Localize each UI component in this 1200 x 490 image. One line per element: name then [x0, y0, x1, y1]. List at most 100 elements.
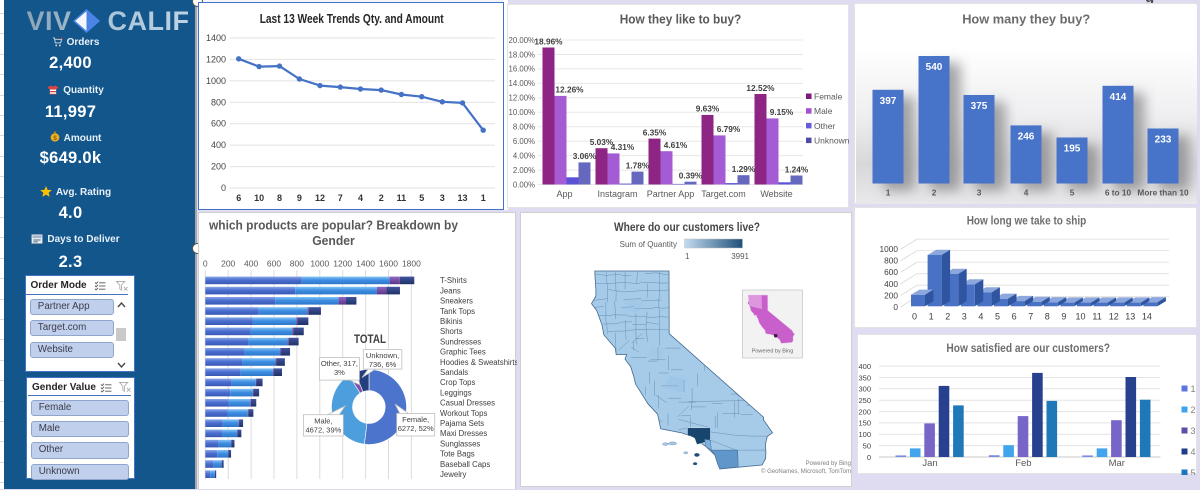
svg-text:© GeoNames, Microsoft, TomTom: © GeoNames, Microsoft, TomTom	[761, 468, 851, 475]
svg-text:How satisfied are our customer: How satisfied are our customers?	[946, 343, 1110, 355]
svg-text:1: 1	[1190, 384, 1195, 394]
svg-text:How they like to buy?: How they like to buy?	[620, 12, 742, 26]
svg-text:4672, 39%: 4672, 39%	[305, 425, 341, 434]
svg-text:10: 10	[1075, 311, 1085, 321]
svg-text:Casual Dresses: Casual Dresses	[440, 399, 495, 408]
svg-text:Website: Website	[760, 189, 792, 199]
svg-text:1000: 1000	[879, 244, 898, 254]
svg-text:2: 2	[378, 193, 383, 203]
svg-text:Workout Tops: Workout Tops	[440, 409, 487, 418]
svg-text:3: 3	[1190, 426, 1195, 436]
svg-text:8.00%: 8.00%	[513, 122, 535, 131]
svg-text:14.00%: 14.00%	[509, 79, 536, 88]
svg-text:246: 246	[1017, 131, 1034, 142]
svg-text:7: 7	[1028, 311, 1033, 321]
svg-text:11: 11	[1092, 311, 1101, 321]
svg-text:4.61%: 4.61%	[664, 140, 688, 150]
svg-text:4: 4	[1023, 188, 1028, 198]
svg-text:200: 200	[884, 290, 898, 300]
svg-text:Sandals: Sandals	[440, 368, 468, 377]
svg-text:12.26%: 12.26%	[555, 84, 584, 94]
svg-text:How many they buy?: How many they buy?	[962, 12, 1090, 27]
svg-text:Unknown: Unknown	[814, 135, 850, 145]
svg-text:12: 12	[1108, 311, 1118, 321]
svg-text:10.00%: 10.00%	[509, 108, 536, 117]
svg-text:Tote Bags: Tote Bags	[440, 450, 475, 459]
svg-text:16.00%: 16.00%	[509, 64, 536, 73]
svg-text:12: 12	[314, 193, 324, 203]
svg-text:Instagram: Instagram	[597, 189, 637, 199]
svg-text:1.29%: 1.29%	[732, 164, 756, 174]
svg-text:Jan: Jan	[922, 458, 937, 469]
svg-text:Jeans: Jeans	[440, 286, 461, 295]
svg-text:Male: Male	[814, 106, 833, 116]
svg-text:Bikinis: Bikinis	[440, 317, 463, 326]
svg-text:0: 0	[893, 301, 898, 311]
svg-text:400: 400	[244, 259, 258, 269]
svg-text:7: 7	[337, 193, 342, 203]
svg-text:Last 13 Week Trends Qty. and A: Last 13 Week Trends Qty. and Amount	[259, 11, 444, 26]
svg-text:More than 10: More than 10	[1137, 188, 1189, 198]
svg-text:Sum of Quantity: Sum of Quantity	[619, 240, 676, 249]
svg-text:600: 600	[266, 259, 280, 269]
svg-text:4.31%: 4.31%	[611, 142, 635, 152]
svg-text:Where do our customers live?: Where do our customers live?	[614, 222, 760, 234]
svg-text:Gender: Gender	[312, 233, 355, 248]
svg-text:Unknown,: Unknown,	[365, 351, 398, 360]
svg-text:9.63%: 9.63%	[696, 103, 720, 113]
svg-text:1000: 1000	[310, 259, 329, 269]
svg-text:6: 6	[236, 193, 241, 203]
svg-text:which products are popular? Br: which products are popular? Breakdown by	[208, 218, 459, 233]
svg-text:6272, 52%: 6272, 52%	[397, 424, 433, 433]
svg-text:1600: 1600	[379, 259, 398, 269]
svg-text:5: 5	[1069, 188, 1074, 198]
svg-text:Sneakers: Sneakers	[440, 297, 473, 306]
svg-text:414: 414	[1109, 92, 1126, 103]
svg-text:600: 600	[210, 119, 225, 129]
svg-text:$: $	[53, 135, 57, 142]
svg-text:3: 3	[439, 193, 444, 203]
svg-text:Tank Tops: Tank Tops	[440, 307, 475, 316]
svg-text:0.39%: 0.39%	[679, 170, 703, 180]
svg-text:50: 50	[862, 441, 870, 450]
svg-text:3.06%: 3.06%	[573, 151, 597, 161]
svg-text:1000: 1000	[205, 76, 225, 86]
svg-text:600: 600	[884, 267, 898, 277]
svg-text:5: 5	[419, 193, 424, 203]
svg-text:T-Shirts: T-Shirts	[440, 276, 467, 285]
svg-text:13: 13	[457, 193, 467, 203]
svg-text:Female,: Female,	[402, 415, 429, 424]
svg-text:800: 800	[884, 255, 898, 265]
svg-text:397: 397	[879, 96, 896, 107]
svg-text:Other, 317,: Other, 317,	[320, 359, 357, 368]
svg-text:Other: Other	[814, 120, 835, 130]
svg-text:Maxi Dresses: Maxi Dresses	[440, 429, 487, 438]
svg-text:1200: 1200	[333, 259, 352, 269]
svg-text:1: 1	[685, 252, 690, 261]
svg-text:Partner App: Partner App	[647, 189, 695, 199]
svg-text:2: 2	[931, 188, 936, 198]
svg-text:1: 1	[885, 188, 890, 198]
svg-text:18.96%: 18.96%	[534, 36, 563, 46]
svg-text:12.52%: 12.52%	[746, 82, 775, 92]
svg-text:3991: 3991	[731, 252, 749, 261]
svg-text:11: 11	[396, 193, 406, 203]
svg-text:Shorts: Shorts	[440, 327, 463, 336]
svg-text:8: 8	[276, 193, 281, 203]
svg-text:400: 400	[858, 361, 871, 370]
svg-text:Leggings: Leggings	[440, 388, 472, 397]
svg-text:0: 0	[202, 259, 207, 269]
svg-text:0: 0	[866, 452, 870, 461]
svg-text:4: 4	[1190, 447, 1195, 457]
svg-text:1400: 1400	[205, 33, 225, 43]
svg-text:Target.com: Target.com	[701, 189, 746, 199]
svg-text:250: 250	[858, 396, 871, 405]
svg-text:9: 9	[296, 193, 301, 203]
svg-text:800: 800	[289, 259, 303, 269]
svg-text:375: 375	[970, 101, 987, 112]
svg-text:4.00%: 4.00%	[513, 151, 535, 160]
svg-text:6 to 10: 6 to 10	[1104, 188, 1131, 198]
svg-text:Male,: Male,	[314, 416, 332, 425]
svg-text:1800: 1800	[401, 259, 420, 269]
svg-text:5: 5	[1190, 468, 1195, 475]
